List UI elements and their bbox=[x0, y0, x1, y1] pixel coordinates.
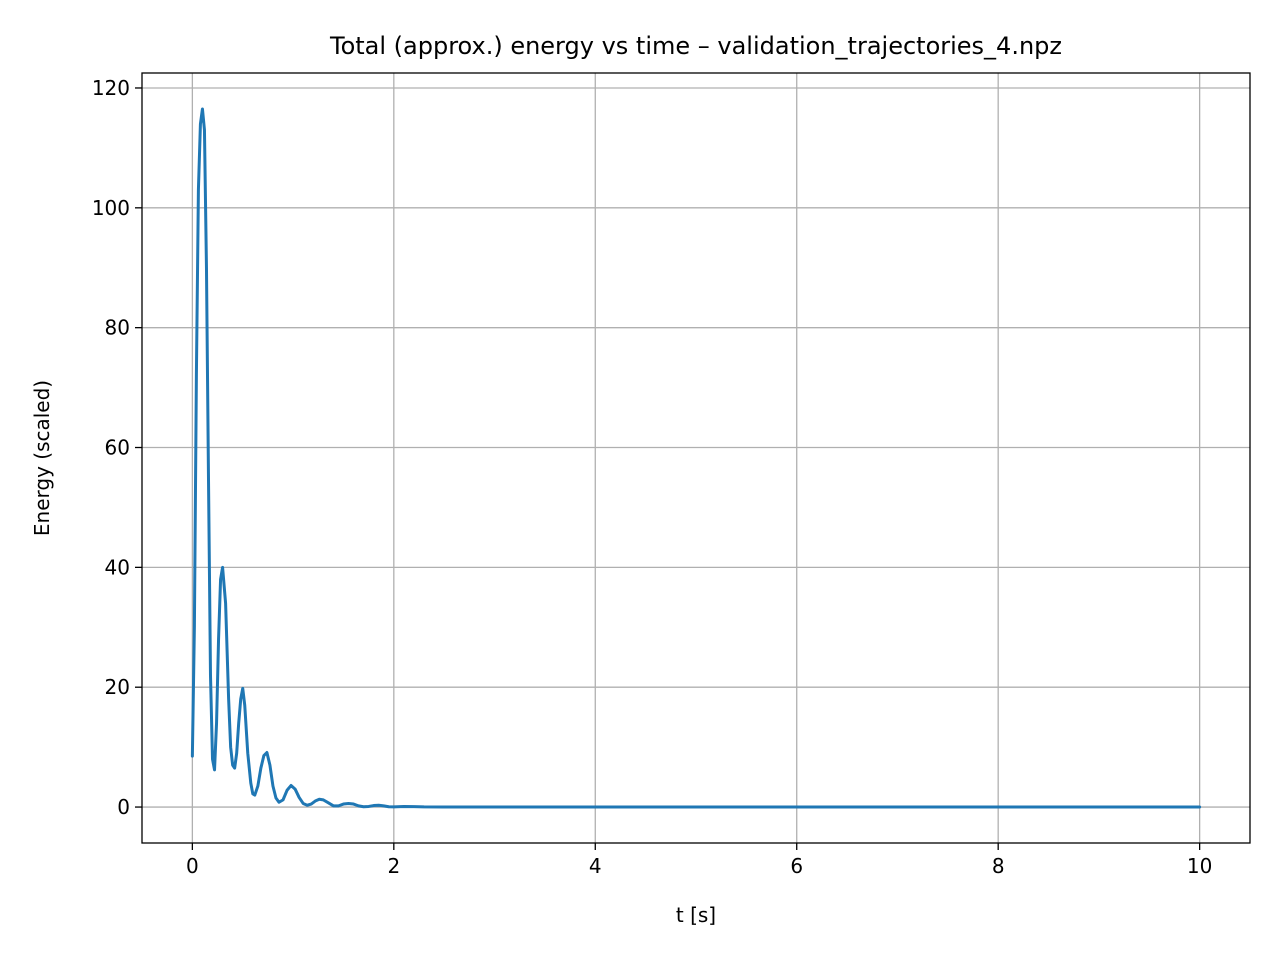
plot-area-frame bbox=[141, 72, 1251, 844]
y-tick-label: 60 bbox=[105, 436, 130, 460]
x-tick-label: 0 bbox=[186, 854, 199, 878]
series-line bbox=[190, 107, 1202, 809]
x-tick-label: 10 bbox=[1187, 854, 1212, 878]
y-tick-label: 120 bbox=[92, 76, 130, 100]
y-tick-label: 80 bbox=[105, 316, 130, 340]
grid-lines bbox=[142, 73, 1250, 843]
chart-title: Total (approx.) energy vs time – validat… bbox=[329, 32, 1062, 60]
x-axis-label: t [s] bbox=[676, 903, 716, 927]
y-tick-label: 40 bbox=[105, 555, 130, 579]
y-tick-label: 20 bbox=[105, 675, 130, 699]
y-tick-label: 100 bbox=[92, 196, 130, 220]
series-layer bbox=[190, 107, 1202, 809]
x-tick-label: 6 bbox=[790, 854, 803, 878]
x-tick-label: 8 bbox=[992, 854, 1005, 878]
y-tick-label: 0 bbox=[117, 795, 130, 819]
y-axis-label: Energy (scaled) bbox=[30, 380, 54, 536]
x-tick-label: 4 bbox=[589, 854, 602, 878]
x-tick-label: 2 bbox=[387, 854, 400, 878]
